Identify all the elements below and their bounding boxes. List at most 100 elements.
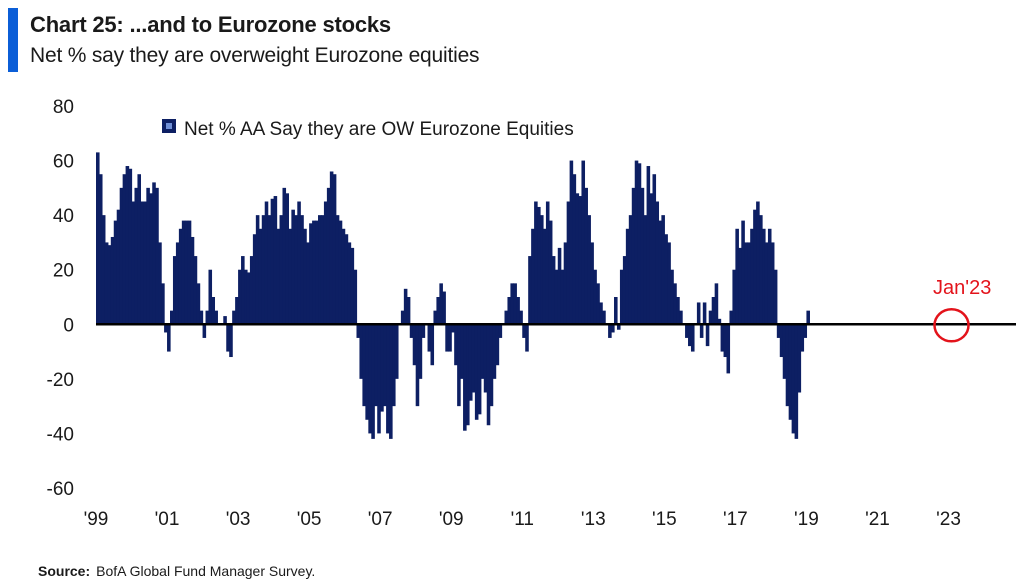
bar <box>164 324 168 333</box>
bar <box>288 228 292 325</box>
bar <box>350 247 355 325</box>
bar <box>776 324 781 338</box>
chart-title: Chart 25: ...and to Eurozone stocks <box>30 12 391 37</box>
bar <box>563 242 568 325</box>
bar <box>516 297 520 325</box>
bar <box>510 283 514 325</box>
bar <box>368 324 372 434</box>
bar <box>285 193 290 325</box>
bar <box>344 234 349 325</box>
bar <box>794 324 799 439</box>
x-tick-label: '15 <box>652 509 677 530</box>
bar <box>735 228 739 325</box>
y-tick-label: -40 <box>47 424 74 445</box>
bar <box>264 201 269 325</box>
bar-series <box>96 152 810 439</box>
bar <box>430 324 435 366</box>
bar <box>596 283 600 325</box>
bar <box>625 228 630 325</box>
bar <box>128 168 133 325</box>
bar <box>255 215 260 325</box>
bar <box>445 324 449 352</box>
x-tick-label: '21 <box>865 509 890 530</box>
bar <box>113 220 118 325</box>
bar <box>667 242 671 325</box>
bar <box>714 283 719 325</box>
bar <box>353 269 358 325</box>
bar <box>297 201 301 325</box>
bar <box>806 310 810 325</box>
bar <box>273 196 278 325</box>
bar <box>406 297 411 325</box>
bar <box>172 256 177 325</box>
bar <box>300 215 304 325</box>
bar <box>149 193 153 325</box>
bar <box>756 201 760 325</box>
source-label: Source: <box>38 563 91 579</box>
bar <box>267 215 272 325</box>
bar <box>116 209 121 325</box>
bar <box>489 324 494 407</box>
bar <box>323 201 328 325</box>
bar <box>513 283 517 325</box>
bar <box>471 324 476 393</box>
bar <box>711 297 716 325</box>
bar <box>232 310 236 325</box>
bar <box>566 201 571 325</box>
bar <box>750 228 754 325</box>
bar <box>208 269 213 325</box>
y-tick-label: 80 <box>53 97 74 118</box>
bar <box>696 302 701 325</box>
bar <box>303 228 307 325</box>
bar <box>235 297 239 325</box>
bar <box>427 324 432 352</box>
bar <box>528 256 532 325</box>
bar <box>575 193 580 325</box>
bar <box>685 324 689 338</box>
y-tick-label: 20 <box>53 261 74 282</box>
bar <box>616 324 621 330</box>
bar <box>184 220 189 325</box>
bar <box>767 228 772 325</box>
bar <box>557 247 562 325</box>
y-axis: -60 -40 -20 0 20 40 60 80 <box>47 97 74 500</box>
bar <box>359 324 364 379</box>
bar <box>104 242 109 325</box>
bar <box>545 201 550 325</box>
x-tick-label: '23 <box>936 509 961 530</box>
x-tick-label: '07 <box>368 509 393 530</box>
x-tick-label: '13 <box>581 509 606 530</box>
bar <box>261 215 266 325</box>
bar <box>380 324 384 412</box>
annotation-label: Jan'23 <box>933 277 991 299</box>
bar <box>418 324 423 379</box>
bar <box>507 297 512 325</box>
bar <box>270 198 275 325</box>
bar <box>439 283 443 325</box>
source-note: Source: BofA Global Fund Manager Survey. <box>38 563 315 579</box>
bar <box>764 242 769 325</box>
bar <box>729 310 734 325</box>
bar <box>702 302 707 325</box>
bar <box>394 324 399 379</box>
bar <box>386 324 390 434</box>
bar <box>498 324 503 338</box>
y-tick-label: 40 <box>53 206 74 227</box>
y-tick-label: -60 <box>47 479 74 500</box>
bar <box>279 215 284 325</box>
legend-label: Net % AA Say they are OW Eurozone Equiti… <box>184 119 574 140</box>
bar <box>486 324 491 426</box>
bar <box>661 215 665 325</box>
bar <box>131 201 136 325</box>
bar <box>622 256 627 325</box>
bar <box>646 166 651 325</box>
bar <box>226 324 230 352</box>
bar <box>690 324 695 352</box>
bar <box>628 215 633 325</box>
bar <box>649 193 654 325</box>
bar <box>466 324 470 426</box>
bar <box>699 324 704 338</box>
bar <box>110 236 115 325</box>
x-tick-label: '03 <box>226 509 251 530</box>
bar <box>282 187 287 325</box>
